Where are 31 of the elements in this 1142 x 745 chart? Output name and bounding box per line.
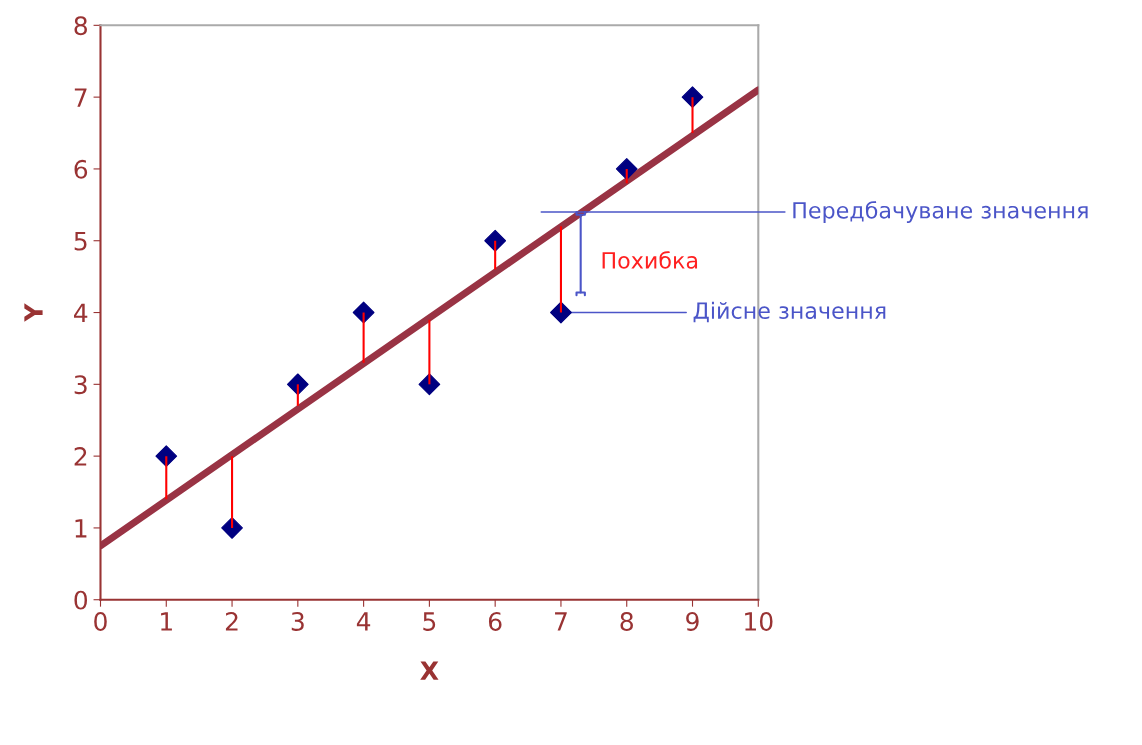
x-tick-label: 8: [620, 611, 633, 631]
x-tick-label: 9: [686, 611, 699, 631]
text: Передбачуване значення: [793, 201, 1088, 223]
x-tick-label: 1: [161, 612, 172, 631]
y-tick-label: 2: [74, 447, 87, 466]
x-tick-label: 2: [225, 611, 238, 631]
y-tick-label: 3: [74, 375, 87, 395]
y-tick-label: 8: [74, 16, 87, 36]
annotation: Похибка: [602, 251, 698, 269]
point: [615, 158, 638, 180]
point: [155, 445, 178, 468]
point: [484, 229, 507, 252]
y-tick-label: 0: [74, 590, 88, 610]
x-tick-label: 4: [356, 612, 371, 631]
point: [418, 373, 441, 396]
x-tick-label: 7: [555, 612, 567, 631]
y-axis-title: Y: [24, 303, 43, 322]
x-tick-label: 3: [291, 611, 304, 631]
x-tick-label: 6: [488, 611, 502, 631]
y-tick-label: 4: [74, 303, 88, 323]
y-tick-label: 5: [74, 232, 87, 251]
point: [221, 517, 243, 539]
annotation: Дійсне значення: [693, 301, 886, 323]
y-tick-label: 6: [74, 159, 88, 179]
x-tick-label: 10: [745, 611, 773, 631]
y-tick-label: 1: [75, 519, 87, 538]
point: [352, 301, 375, 324]
x-tick-label: 5: [423, 612, 436, 631]
x-tick-label: 0: [94, 611, 107, 631]
y-tick-label: 7: [74, 88, 87, 107]
x-axis-title: X: [420, 661, 439, 680]
